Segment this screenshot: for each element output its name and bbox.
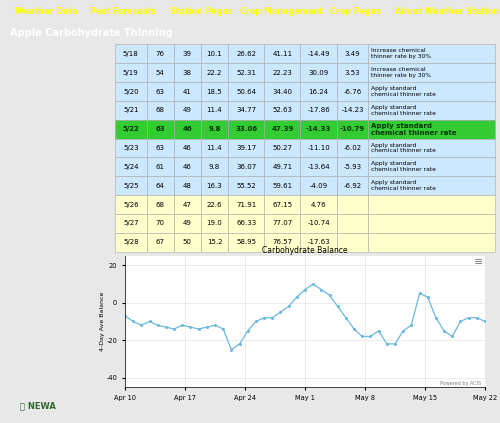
Text: Crop Pages: Crop Pages	[330, 7, 381, 16]
Y-axis label: 4-Day Ave Balance: 4-Day Ave Balance	[100, 292, 105, 351]
Text: Apple Carbohydrate Thinning: Apple Carbohydrate Thinning	[10, 28, 173, 38]
Text: ≡: ≡	[474, 257, 483, 267]
Text: 🍃 NEWA: 🍃 NEWA	[20, 401, 56, 411]
Text: Crop Management: Crop Management	[240, 7, 323, 16]
Title: Carbohydrate Balance: Carbohydrate Balance	[262, 246, 348, 255]
Text: Powered by ACIS: Powered by ACIS	[440, 381, 482, 386]
Text: About Weather Stations: About Weather Stations	[395, 7, 500, 16]
Text: Pest Forecasts: Pest Forecasts	[90, 7, 156, 16]
Text: Weather Data: Weather Data	[15, 7, 78, 16]
Text: Station Pages: Station Pages	[170, 7, 233, 16]
